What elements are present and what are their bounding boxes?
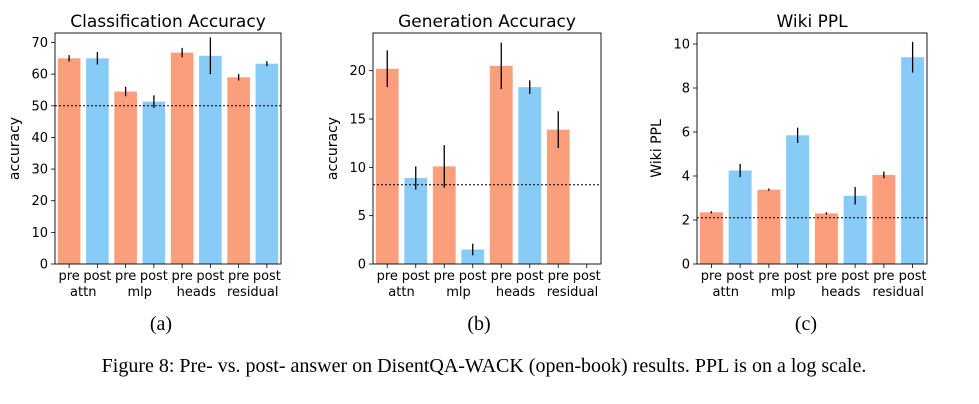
y-axis-label: Wiki PPL [649, 119, 665, 178]
bar-pre-residual [546, 129, 570, 264]
bar-post-mlp [786, 135, 810, 264]
y-tick-label: 8 [682, 82, 690, 97]
bar-pre-mlp [114, 91, 137, 264]
x-tick-label: post [899, 269, 927, 284]
y-tick-label: 0 [682, 258, 690, 273]
x-tick-label: post [784, 269, 812, 284]
subcaption-a: (a) [150, 313, 172, 335]
group-label-attn: attn [713, 285, 739, 300]
bar-pre-mlp [432, 166, 456, 264]
x-tick-label: pre [171, 269, 192, 284]
group-label-attn: attn [70, 285, 96, 300]
group-label-residual: residual [872, 285, 924, 300]
x-tick-label: post [253, 269, 281, 284]
group-label-mlp: mlp [771, 285, 796, 300]
y-tick-label: 10 [673, 38, 690, 53]
x-tick-label: pre [873, 269, 894, 284]
x-tick-label: post [573, 269, 601, 284]
y-tick-label: 10 [349, 161, 366, 176]
y-tick-label: 0 [40, 258, 48, 273]
group-label-heads: heads [177, 285, 216, 300]
bar-pre-residual [872, 174, 896, 264]
x-tick-label: pre [377, 269, 398, 284]
bar-pre-attn [57, 58, 81, 265]
group-label-heads: heads [821, 285, 860, 300]
group-label-mlp: mlp [446, 285, 471, 300]
bar-post-attn [728, 170, 752, 264]
x-tick-label: pre [115, 269, 136, 284]
x-tick-label: post [516, 269, 544, 284]
bar-pre-heads [814, 213, 838, 264]
x-tick-label: post [841, 269, 869, 284]
x-tick-label: pre [491, 269, 512, 284]
bar-post-attn [86, 58, 109, 265]
x-tick-label: pre [548, 269, 569, 284]
bar-pre-attn [375, 68, 399, 264]
y-tick-label: 40 [31, 131, 48, 146]
group-label-attn: attn [388, 285, 414, 300]
x-tick-label: pre [816, 269, 837, 284]
bar-post-heads [518, 87, 542, 265]
bar-post-mlp [142, 101, 166, 265]
bar-post-heads [843, 195, 867, 264]
chart-title: Wiki PPL [776, 12, 848, 32]
x-tick-label: pre [228, 269, 249, 284]
chart-title: Generation Accuracy [398, 12, 576, 32]
bar-pre-heads [489, 65, 513, 264]
bar-post-heads [199, 55, 222, 264]
x-tick-label: post [402, 269, 430, 284]
x-tick-label: pre [58, 269, 79, 284]
y-tick-label: 70 [31, 36, 48, 51]
y-tick-label: 50 [31, 99, 48, 114]
y-axis-label: accuracy [7, 117, 23, 180]
group-label-mlp: mlp [127, 285, 152, 300]
y-axis-label: accuracy [325, 117, 341, 180]
bar-post-residual [901, 57, 925, 265]
subcaption-b: (b) [467, 313, 490, 335]
y-tick-label: 60 [31, 68, 48, 83]
y-tick-label: 2 [682, 214, 690, 229]
y-tick-label: 20 [31, 194, 48, 209]
x-tick-label: post [459, 269, 487, 284]
subcaption-c: (c) [795, 313, 817, 335]
bar-post-mlp [461, 249, 485, 264]
axes-frame [54, 32, 282, 265]
figure-caption: Figure 8: Pre- vs. post- answer on Disen… [102, 355, 867, 377]
bar-post-attn [404, 177, 428, 264]
axes-frame [372, 32, 602, 265]
x-tick-label: post [726, 269, 754, 284]
bar-post-residual [255, 63, 279, 264]
y-tick-label: 6 [682, 126, 690, 141]
x-tick-label: pre [701, 269, 722, 284]
chart-title: Classification Accuracy [70, 12, 266, 32]
y-tick-label: 20 [349, 64, 366, 79]
axes-frame [696, 32, 928, 265]
y-tick-label: 5 [358, 209, 366, 224]
bar-pre-mlp [757, 189, 781, 264]
y-tick-label: 10 [31, 226, 48, 241]
group-label-heads: heads [496, 285, 535, 300]
x-tick-label: post [83, 269, 111, 284]
y-tick-label: 0 [358, 258, 366, 273]
y-tick-label: 15 [349, 113, 366, 128]
y-tick-label: 4 [682, 170, 690, 185]
x-tick-label: pre [434, 269, 455, 284]
group-label-residual: residual [227, 285, 279, 300]
group-label-residual: residual [547, 285, 599, 300]
y-tick-label: 30 [31, 163, 48, 178]
x-tick-label: post [140, 269, 168, 284]
bar-pre-attn [699, 212, 723, 264]
x-tick-label: pre [758, 269, 779, 284]
x-tick-label: post [196, 269, 224, 284]
bar-pre-residual [227, 77, 250, 265]
bar-pre-heads [170, 52, 194, 265]
